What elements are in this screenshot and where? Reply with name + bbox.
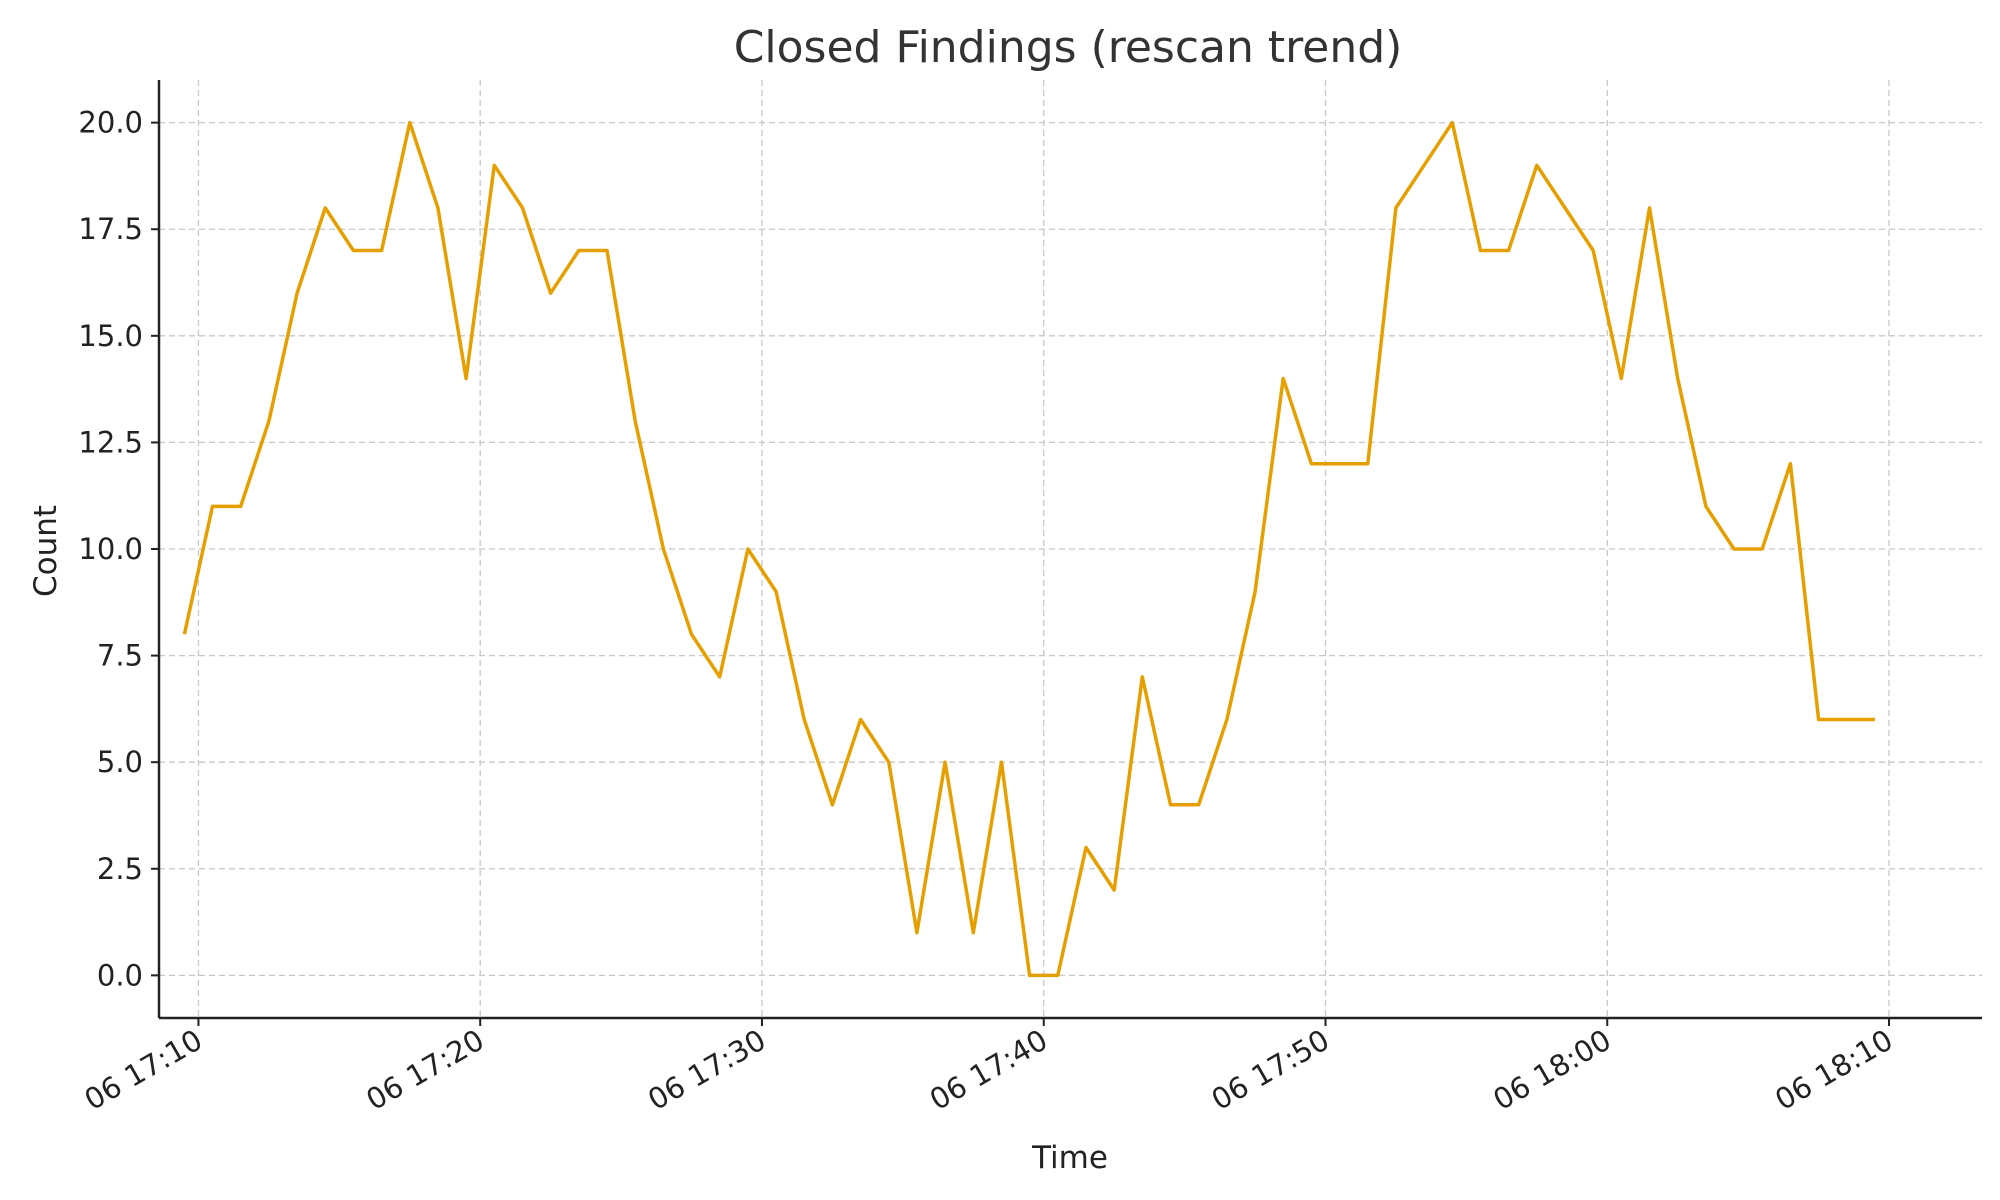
- y-tick-label: 2.5: [97, 852, 143, 886]
- x-tick-label: 06 17:40: [924, 1023, 1053, 1117]
- x-axis-ticks: 06 17:10 06 17:20 06 17:30 06 17:40 06 17:50…: [79, 1018, 1899, 1117]
- x-axis-label: Time: [1031, 1140, 1108, 1176]
- x-tick-label: 06 17:20: [360, 1023, 489, 1117]
- y-axis-label: Count: [28, 505, 64, 597]
- y-tick-label: 20.0: [78, 106, 143, 140]
- y-tick-label: 17.5: [78, 212, 143, 246]
- y-axis-ticks: 0.0 2.5 5.0 7.5 10.0 12.5 15.0 17.5 20.0: [78, 106, 159, 992]
- y-tick-label: 10.0: [78, 532, 143, 566]
- y-tick-label: 5.0: [97, 745, 143, 779]
- y-tick-label: 12.5: [78, 425, 143, 459]
- chart-title: Closed Findings (rescan trend): [734, 22, 1403, 73]
- series-line: [182, 120, 1875, 978]
- x-tick-label: 06 18:00: [1487, 1023, 1616, 1117]
- x-tick-label: 06 17:10: [79, 1023, 208, 1117]
- y-tick-label: 0.0: [97, 958, 143, 992]
- grid: [159, 80, 1982, 1018]
- x-tick-label: 06 17:50: [1206, 1023, 1335, 1117]
- y-tick-label: 7.5: [97, 639, 143, 673]
- x-tick-label: 06 18:10: [1769, 1023, 1898, 1117]
- x-tick-label: 06 17:30: [642, 1023, 771, 1117]
- y-tick-label: 15.0: [78, 319, 143, 353]
